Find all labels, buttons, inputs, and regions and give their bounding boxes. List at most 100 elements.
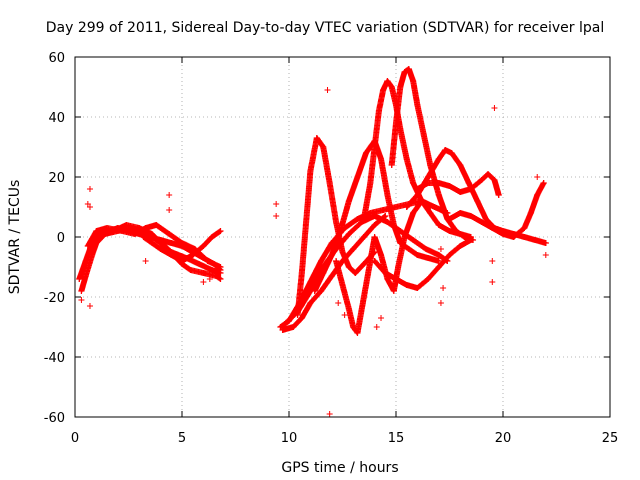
data-point [350,324,357,330]
outlier-point [273,201,280,207]
outlier-point [378,315,385,321]
x-tick-label: 25 [602,431,619,446]
data-point [384,192,391,198]
data-point [345,231,352,237]
data-point [136,225,143,231]
data-point [328,273,335,279]
y-axis-label: SDTVAR / TECUs [7,180,23,295]
data-point [123,222,130,228]
data-point [378,252,385,258]
data-point [435,180,442,186]
data-point [521,225,528,231]
data-point [534,192,541,198]
series-evening-arc-d [294,135,378,318]
data-point [375,108,382,114]
data-point [333,258,340,264]
data-point [345,198,352,204]
data-point [200,270,207,276]
data-point [410,237,417,243]
data-point [446,216,453,222]
data-point [352,270,359,276]
data-point [532,237,539,243]
data-point [93,234,100,240]
data-point [410,210,417,216]
data-point [339,282,346,288]
data-point [290,324,297,330]
series-track [403,147,549,246]
data-point [457,243,464,249]
series-evening-arc-i [403,147,549,246]
data-point [298,270,305,276]
x-axis-label: GPS time / hours [281,460,398,476]
x-tick-label: 10 [281,431,298,446]
data-point [345,306,352,312]
data-point [414,102,421,108]
data-point [457,189,464,195]
data-point [410,180,417,186]
data-point [208,267,215,273]
outlier-point [86,186,93,192]
data-point [457,210,464,216]
data-point [93,228,100,234]
x-tick-label: 15 [388,431,405,446]
outlier-point [206,276,213,282]
data-point [467,213,474,219]
data-point [427,210,434,216]
data-point [168,252,175,258]
data-point [367,180,374,186]
series-evening-arc-g [360,78,474,240]
data-point [482,216,489,222]
data-point [82,273,89,279]
data-point [318,258,325,264]
series-morning-arc-c [84,222,224,270]
data-point [414,252,421,258]
data-point [217,276,224,282]
data-point [200,243,207,249]
data-point [93,240,100,246]
data-point [208,234,215,240]
data-point [393,276,399,282]
data-point [217,270,224,276]
data-point [104,225,111,231]
data-point [79,267,86,273]
data-point [350,246,357,252]
data-point [388,162,395,168]
data-point [491,177,498,183]
data-point [339,249,346,255]
chart-title: Day 299 of 2011, Sidereal Day-to-day VTE… [46,20,604,36]
data-point [425,174,432,180]
data-point [418,198,425,204]
data-point [405,246,412,252]
data-point [414,186,421,192]
data-point [382,270,389,276]
data-point [157,240,164,246]
data-point [403,204,410,210]
x-tick-label: 5 [178,431,186,446]
data-point [313,135,320,141]
y-tick-label: -60 [44,411,65,426]
data-point [414,192,421,198]
data-point [326,180,333,186]
data-point [303,219,310,225]
data-point [307,300,314,306]
data-point [393,204,399,210]
data-point [179,258,185,264]
data-point [371,234,378,240]
y-tick-label: 20 [48,171,65,186]
data-point [390,222,397,228]
data-point [333,219,340,225]
data-point [371,213,378,219]
data-point [360,294,367,300]
data-point [467,186,474,192]
outlier-point [86,303,93,309]
data-point [279,327,286,333]
data-point [435,264,442,270]
data-point [393,120,399,126]
data-point [354,174,361,180]
outlier-point [489,279,496,285]
data-point [131,231,138,237]
data-point [425,255,432,261]
outlier-point [491,105,498,111]
data-point [360,216,367,222]
